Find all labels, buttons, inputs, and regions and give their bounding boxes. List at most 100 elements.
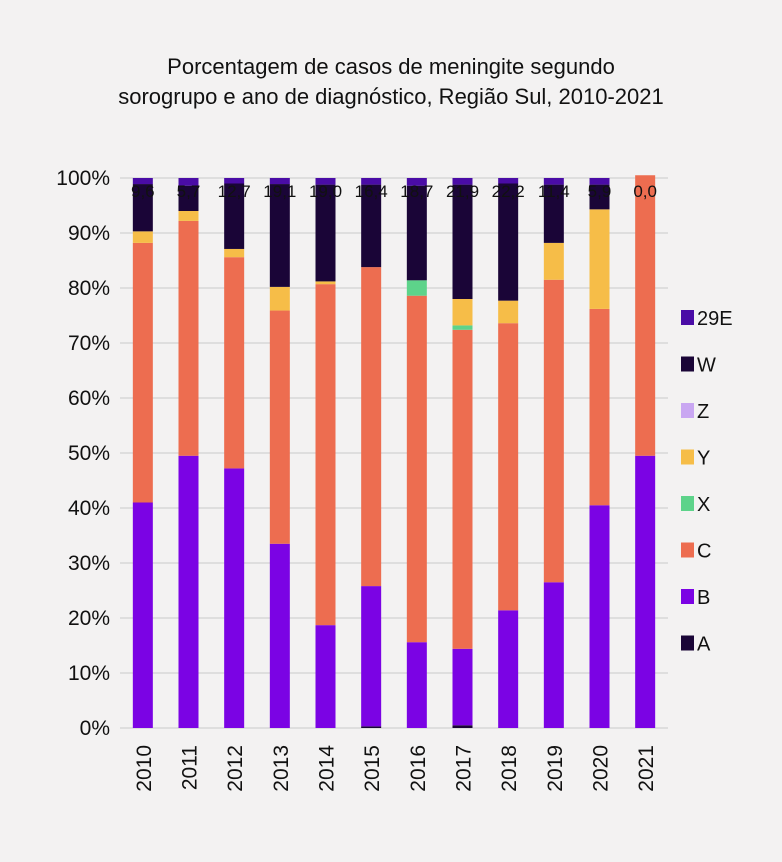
legend-swatch-a	[681, 635, 694, 651]
bar-segment-b-2018	[498, 610, 519, 728]
bar-segment-c-2011	[178, 220, 199, 456]
bar-segment-a-2017	[452, 725, 473, 728]
legend-swatch-c	[681, 542, 694, 558]
bar-segment-c-2019	[543, 279, 564, 583]
y-tick-label: 10%	[68, 662, 110, 685]
bar-segment-b-2015	[361, 586, 382, 727]
bar-segment-29e-2020	[589, 178, 610, 185]
bar-segment-b-2017	[452, 648, 473, 726]
bar-segment-y-2017	[452, 299, 473, 326]
bar-segment-y-2020	[589, 209, 610, 309]
legend-label-x: X	[697, 494, 710, 516]
bar-top-label: 5,9	[588, 182, 612, 201]
bar-segment-y-2010	[132, 231, 153, 243]
bar-top-label: 11,4	[538, 182, 570, 201]
bar-segment-w-2011	[178, 185, 199, 211]
bar-segment-w-2010	[132, 184, 153, 232]
bar-segment-a-2015	[361, 726, 382, 728]
x-tick-label: 2018	[498, 745, 521, 792]
bar-segment-29e-2011	[178, 178, 199, 186]
chart-title-line-1: Porcentagem de casos de meningite segund…	[167, 54, 615, 79]
bar-segment-w-2013	[269, 184, 290, 287]
bar-top-label: 16,4	[355, 182, 388, 201]
bar-segment-b-2021	[635, 455, 656, 728]
bar-segment-b-2016	[406, 642, 427, 728]
x-tick-label: 2021	[635, 745, 658, 792]
bar-segment-29e-2012	[224, 178, 245, 184]
y-tick-label: 100%	[56, 167, 110, 190]
y-tick-label: 0%	[80, 717, 110, 740]
x-tick-label: 2017	[453, 745, 476, 792]
bar-segment-y-2012	[224, 248, 245, 258]
bar-segment-w-2017	[452, 184, 473, 299]
bar-segment-c-2016	[406, 295, 427, 643]
bar-segment-c-2013	[269, 310, 290, 544]
legend-label-29e: 29E	[697, 308, 733, 330]
bar-segment-b-2012	[224, 468, 245, 728]
bar-segment-29e-2015	[361, 178, 382, 185]
x-tick-label: 2013	[270, 745, 293, 792]
bar-segment-b-2019	[543, 582, 564, 728]
bar-segment-x-2016	[406, 280, 427, 296]
x-tick-label: 2015	[361, 745, 384, 792]
x-tick-label: 2019	[544, 745, 567, 792]
y-tick-label: 40%	[68, 497, 110, 520]
y-tick-label: 80%	[68, 277, 110, 300]
x-tick-label: 2020	[590, 745, 613, 792]
legend-swatch-y	[681, 449, 694, 465]
x-tick-label: 2014	[316, 745, 339, 792]
y-tick-label: 70%	[68, 332, 110, 355]
bar-segment-w-2016	[406, 185, 427, 281]
legend-label-a: A	[697, 634, 711, 656]
bar-segment-w-2020	[589, 184, 610, 210]
bar-top-label: 0,0	[633, 182, 657, 201]
legend-swatch-x	[681, 496, 694, 511]
legend-swatch-w	[681, 356, 694, 372]
bar-segment-w-2019	[543, 184, 564, 243]
y-tick-label: 30%	[68, 552, 110, 575]
bar-top-label: 9,6	[131, 182, 155, 201]
bar-top-label: 19,0	[309, 182, 342, 201]
x-tick-label: 2016	[407, 745, 430, 792]
bar-segment-w-2012	[224, 183, 245, 249]
legend-label-w: W	[697, 355, 716, 377]
bar-segment-29e-2013	[269, 178, 290, 185]
bar-segment-29e-2019	[543, 178, 564, 185]
bar-segment-c-2014	[315, 284, 336, 626]
bar-top-label: 21,9	[446, 182, 479, 201]
legend-label-c: C	[697, 541, 711, 563]
bar-segment-29e-2016	[406, 178, 427, 186]
bar-segment-y-2011	[178, 211, 199, 221]
legend-label-b: B	[697, 587, 710, 609]
bar-segment-29e-2018	[498, 178, 519, 184]
chart-title: Porcentagem de casos de meningite segund…	[0, 52, 782, 112]
bar-segment-c-2010	[132, 242, 153, 503]
legend-swatch-29e	[681, 310, 694, 325]
bar-top-label: 18,7	[400, 182, 433, 201]
bar-segment-b-2013	[269, 543, 290, 728]
bar-segment-c-2012	[224, 257, 245, 469]
bar-segment-w-2015	[361, 184, 382, 268]
bar-segment-b-2010	[132, 502, 153, 728]
bar-top-label: 5,7	[177, 182, 201, 201]
bar-segment-c-2018	[498, 323, 519, 611]
bar-segment-b-2014	[315, 625, 336, 728]
bar-segment-y-2018	[498, 300, 519, 324]
bar-segment-y-2013	[269, 286, 290, 311]
bar-segment-w-2018	[498, 183, 519, 301]
chart-title-line-2: sorogrupo e ano de diagnóstico, Região S…	[118, 84, 664, 109]
legend-swatch-z	[681, 403, 694, 418]
y-tick-label: 90%	[68, 222, 110, 245]
y-tick-label: 20%	[68, 607, 110, 630]
legend-label-y: Y	[697, 448, 710, 470]
legend-label-z: Z	[697, 401, 709, 423]
bar-segment-x-2017	[452, 325, 473, 330]
bar-top-label: 12,7	[218, 182, 251, 201]
y-tick-label: 50%	[68, 442, 110, 465]
bar-segment-y-2019	[543, 242, 564, 280]
y-tick-label: 60%	[68, 387, 110, 410]
legend-swatch-b	[681, 589, 694, 604]
bar-segment-29e-2017	[452, 178, 473, 185]
bar-top-label: 19,1	[263, 182, 296, 201]
